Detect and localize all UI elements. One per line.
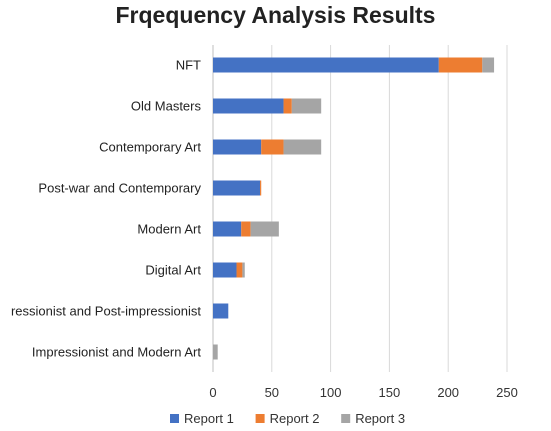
bar-segment <box>213 262 237 278</box>
bar-segment <box>438 57 483 73</box>
category-label: NFT <box>176 58 201 73</box>
bar-segment <box>260 180 262 196</box>
legend-swatch <box>170 414 179 423</box>
bar-segment <box>283 98 292 114</box>
bar-segment <box>261 139 284 155</box>
x-tick-label: 100 <box>320 385 342 400</box>
bar-segment <box>250 221 279 237</box>
grid-layer <box>212 45 508 372</box>
legend-label: Report 3 <box>355 411 405 426</box>
bar-segment <box>291 98 322 114</box>
x-tick-label: 200 <box>437 385 459 400</box>
bar-layer <box>213 57 495 360</box>
x-tick-label: 250 <box>496 385 518 400</box>
x-tick-label: 150 <box>379 385 401 400</box>
bar-segment <box>482 57 495 73</box>
bar-segment <box>213 221 242 237</box>
legend-label: Report 2 <box>270 411 320 426</box>
bar-segment <box>213 180 261 196</box>
x-tick-label: 50 <box>265 385 279 400</box>
bar-segment <box>213 139 262 155</box>
bar-segment <box>236 262 243 278</box>
category-label: Impressionist and Modern Art <box>32 345 201 360</box>
category-label: ressionist and Post-impressionist <box>11 304 201 319</box>
bar-segment <box>213 98 284 114</box>
chart-title: Frqequency Analysis Results <box>115 2 436 28</box>
x-tick-label: 0 <box>209 385 216 400</box>
bar-segment <box>283 139 322 155</box>
legend-swatch <box>255 414 265 423</box>
axis-layer: 0 50 100 150 200 250 NFT Old Masters Contemporar… <box>11 58 518 401</box>
bar-segment <box>241 221 251 237</box>
category-label: Post-war and Contemporary <box>38 181 201 196</box>
category-label: Modern Art <box>137 222 201 237</box>
legend-layer: Report 1 Report 2 Report 3 <box>170 411 405 426</box>
bar-segment <box>213 344 218 360</box>
category-label: Contemporary Art <box>99 140 201 155</box>
category-label: Old Masters <box>131 99 202 114</box>
bar-segment <box>242 262 245 278</box>
legend-label: Report 1 <box>184 411 234 426</box>
bar-segment <box>213 303 229 319</box>
bar-segment <box>213 57 439 73</box>
legend-swatch <box>341 414 351 423</box>
category-label: Digital Art <box>145 263 201 278</box>
